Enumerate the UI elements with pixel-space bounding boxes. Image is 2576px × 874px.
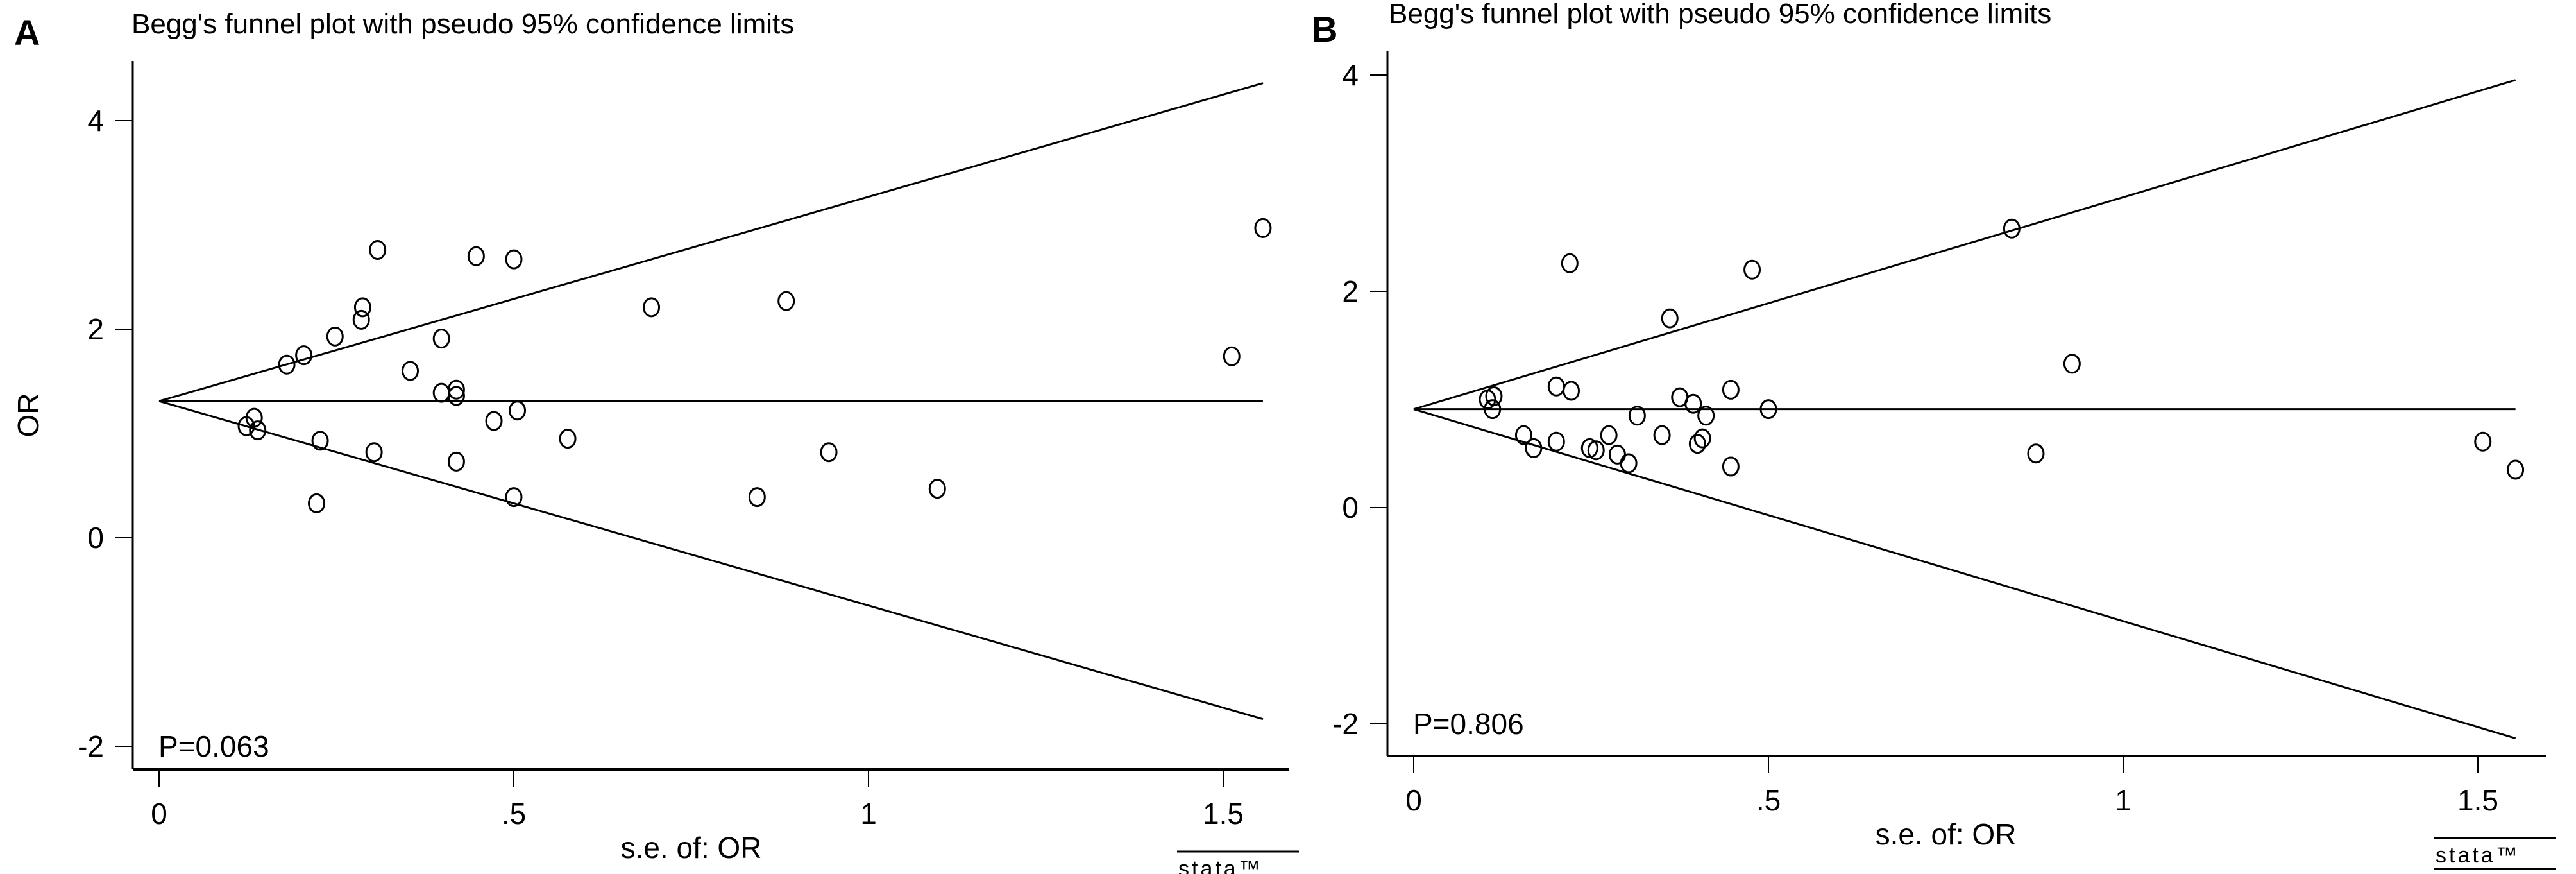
- data-point: [295, 345, 313, 366]
- data-point: [1600, 425, 1618, 445]
- data-point: [467, 246, 485, 266]
- data-point: [777, 291, 795, 311]
- data-point: [1653, 425, 1671, 445]
- data-point: [748, 487, 766, 508]
- data-point: [447, 386, 465, 406]
- data-point: [311, 431, 329, 451]
- data-point: [1547, 431, 1565, 452]
- data-point: [1563, 381, 1580, 401]
- data-point: [928, 479, 946, 499]
- x-tick-label: 1.5: [2457, 784, 2498, 817]
- y-tick-label: 0: [1342, 491, 1359, 524]
- data-point: [509, 400, 527, 421]
- data-point: [2474, 431, 2492, 452]
- y-tick-label: -2: [1332, 707, 1359, 741]
- data-point: [1561, 253, 1579, 273]
- data-point: [1620, 453, 1638, 474]
- x-tick-label: 0: [151, 797, 167, 830]
- data-point: [326, 326, 344, 347]
- data-point: [447, 451, 465, 472]
- stata-watermark: stata™: [2436, 843, 2520, 868]
- chart-title: Begg's funnel plot with pseudo 95% confi…: [1389, 0, 2051, 30]
- data-point: [1688, 434, 1706, 454]
- stata-watermark: stata™: [1178, 857, 1263, 874]
- data-point: [1608, 444, 1626, 465]
- p-value-annotation: P=0.806: [1413, 707, 1524, 741]
- data-point: [820, 442, 838, 463]
- data-point: [352, 309, 370, 330]
- upper-confidence-limit: [158, 82, 1264, 402]
- data-point: [308, 493, 326, 513]
- y-tick-label: 2: [1342, 275, 1359, 308]
- data-point: [1722, 456, 1740, 477]
- data-point: [402, 361, 419, 381]
- x-tick-label: .5: [502, 797, 526, 830]
- x-axis-title: s.e. of: OR: [1876, 818, 2017, 851]
- y-tick-label: -2: [78, 730, 104, 763]
- y-tick-label: 4: [1342, 58, 1359, 92]
- data-point: [1485, 386, 1503, 406]
- panel-label: B: [1312, 9, 1337, 49]
- data-point: [1697, 406, 1715, 426]
- x-tick-label: 1: [2115, 784, 2131, 817]
- data-point: [278, 354, 296, 375]
- data-point: [1628, 406, 1646, 426]
- p-value-annotation: P=0.063: [158, 730, 269, 763]
- panel-label: A: [14, 12, 40, 53]
- data-point: [1254, 218, 1272, 238]
- data-point: [2063, 354, 2081, 374]
- x-axis-title: s.e. of: OR: [621, 831, 762, 864]
- data-point: [2003, 218, 2021, 239]
- data-point: [432, 382, 450, 403]
- data-point: [505, 487, 523, 508]
- data-point: [1484, 399, 1502, 420]
- y-tick-label: 0: [87, 521, 104, 554]
- data-point: [1525, 438, 1543, 458]
- data-point: [505, 249, 523, 270]
- data-point: [1587, 440, 1605, 461]
- data-point: [432, 329, 450, 349]
- y-tick-label: 4: [87, 104, 104, 137]
- data-point: [643, 297, 661, 318]
- data-point: [1223, 346, 1241, 366]
- data-point: [245, 407, 263, 428]
- y-axis-title: OR: [12, 393, 45, 438]
- data-point: [1580, 438, 1598, 458]
- data-point: [2507, 459, 2525, 480]
- data-point: [369, 240, 387, 260]
- data-point: [1547, 376, 1565, 397]
- chart-title: Begg's funnel plot with pseudo 95% confi…: [131, 8, 794, 40]
- data-point: [365, 442, 383, 463]
- data-point: [1684, 393, 1702, 414]
- data-point: [559, 429, 577, 449]
- data-point: [1661, 308, 1679, 329]
- x-tick-label: 0: [1405, 784, 1422, 817]
- y-tick-label: 2: [87, 313, 104, 346]
- data-point: [1514, 425, 1532, 445]
- data-point: [2027, 443, 2045, 464]
- data-point: [1722, 379, 1740, 400]
- x-tick-label: .5: [1756, 784, 1781, 817]
- lower-confidence-limit: [1413, 408, 2516, 739]
- data-point: [353, 297, 371, 318]
- data-point: [1743, 259, 1761, 280]
- data-point: [485, 411, 503, 431]
- x-tick-label: 1: [860, 797, 877, 830]
- x-tick-label: 1.5: [1203, 797, 1244, 830]
- lower-confidence-limit: [158, 400, 1264, 721]
- upper-confidence-limit: [1413, 79, 2516, 411]
- data-point: [1759, 399, 1777, 420]
- data-point: [447, 379, 465, 400]
- data-point: [1693, 428, 1711, 449]
- data-point: [249, 420, 267, 441]
